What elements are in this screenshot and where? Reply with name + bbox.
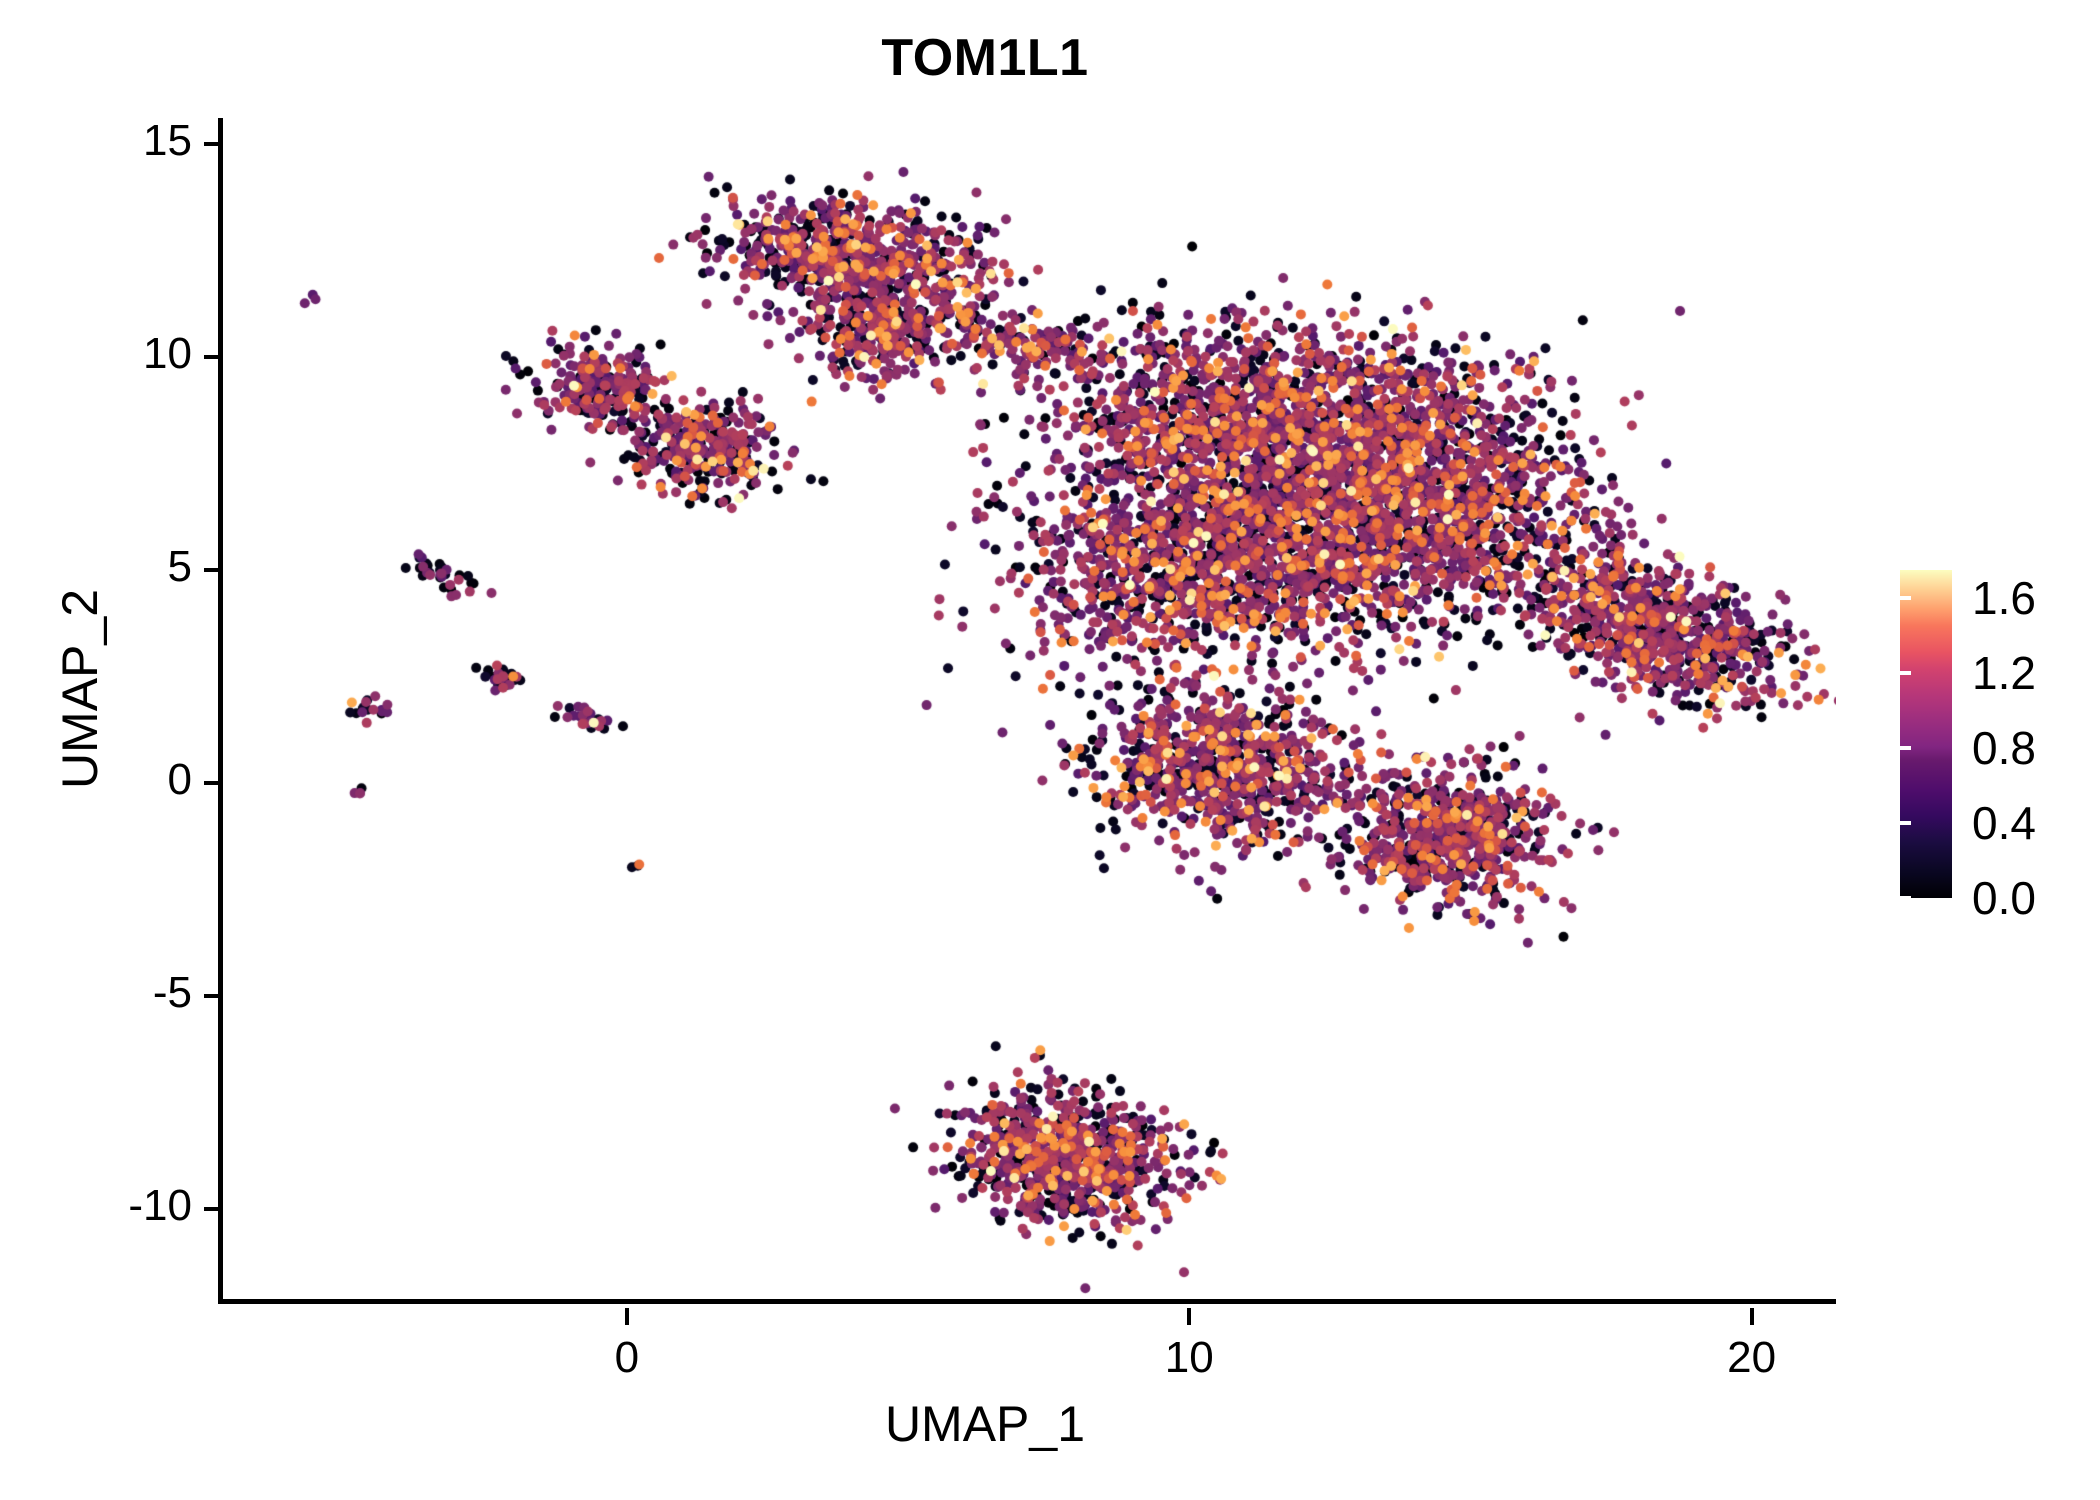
y-tick-mark	[204, 780, 221, 785]
colorbar-tick-mark	[1900, 671, 1911, 676]
colorbar-tick-label: 0.0	[1972, 872, 2036, 924]
colorbar-tick-mark	[2089, 596, 2100, 601]
colorbar-tick-mark	[1900, 896, 1911, 900]
colorbar-tick-mark	[2089, 821, 2100, 826]
x-axis-title: UMAP_1	[884, 1396, 1086, 1452]
scatter-canvas[interactable]	[222, 118, 1836, 1303]
x-tick-label: 0	[614, 1333, 640, 1382]
y-tick-mark	[204, 567, 221, 572]
y-tick-mark	[204, 354, 221, 359]
colorbar-tick-mark	[2089, 671, 2100, 676]
x-tick-label: 20	[1727, 1333, 1777, 1382]
y-tick-mark	[204, 994, 221, 999]
colorbar-tick-label: 1.6	[1972, 572, 2036, 625]
x-tick-mark	[1187, 1308, 1192, 1325]
colorbar-tick-mark	[1900, 746, 1911, 751]
x-tick-label: 10	[1164, 1333, 1214, 1382]
y-axis-line	[218, 118, 223, 1303]
page-title: TOM1L1	[881, 29, 1089, 87]
colorbar-tick-label: 0.4	[1972, 797, 2036, 850]
y-tick-label: 0	[167, 754, 192, 804]
scatter-plot-panel[interactable]	[222, 118, 1836, 1303]
y-tick-mark	[204, 141, 221, 146]
colorbar-gradient	[1900, 570, 1952, 898]
colorbar-tick-mark	[2089, 746, 2100, 751]
colorbar-tick-label: 0.8	[1972, 722, 2036, 775]
colorbar-tick-mark	[2089, 896, 2100, 900]
y-tick-label: 10	[143, 328, 192, 378]
y-tick-mark	[204, 1207, 221, 1212]
colorbar-tick-mark	[1900, 596, 1911, 601]
colorbar-tick-label: 1.2	[1972, 647, 2036, 700]
x-tick-mark	[1749, 1308, 1754, 1325]
x-tick-mark	[624, 1308, 629, 1325]
y-tick-label: -10	[128, 1181, 192, 1231]
y-tick-label: 15	[143, 115, 192, 165]
y-tick-label: 5	[167, 541, 192, 591]
colorbar-legend[interactable]: 1.6 1.2 0.8 0.4 0.0	[1900, 570, 2100, 924]
colorbar-tick-mark	[1900, 821, 1911, 826]
y-tick-label: -5	[152, 968, 192, 1018]
y-axis-title: UMAP_2	[52, 588, 108, 790]
x-axis-line	[218, 1299, 1836, 1304]
